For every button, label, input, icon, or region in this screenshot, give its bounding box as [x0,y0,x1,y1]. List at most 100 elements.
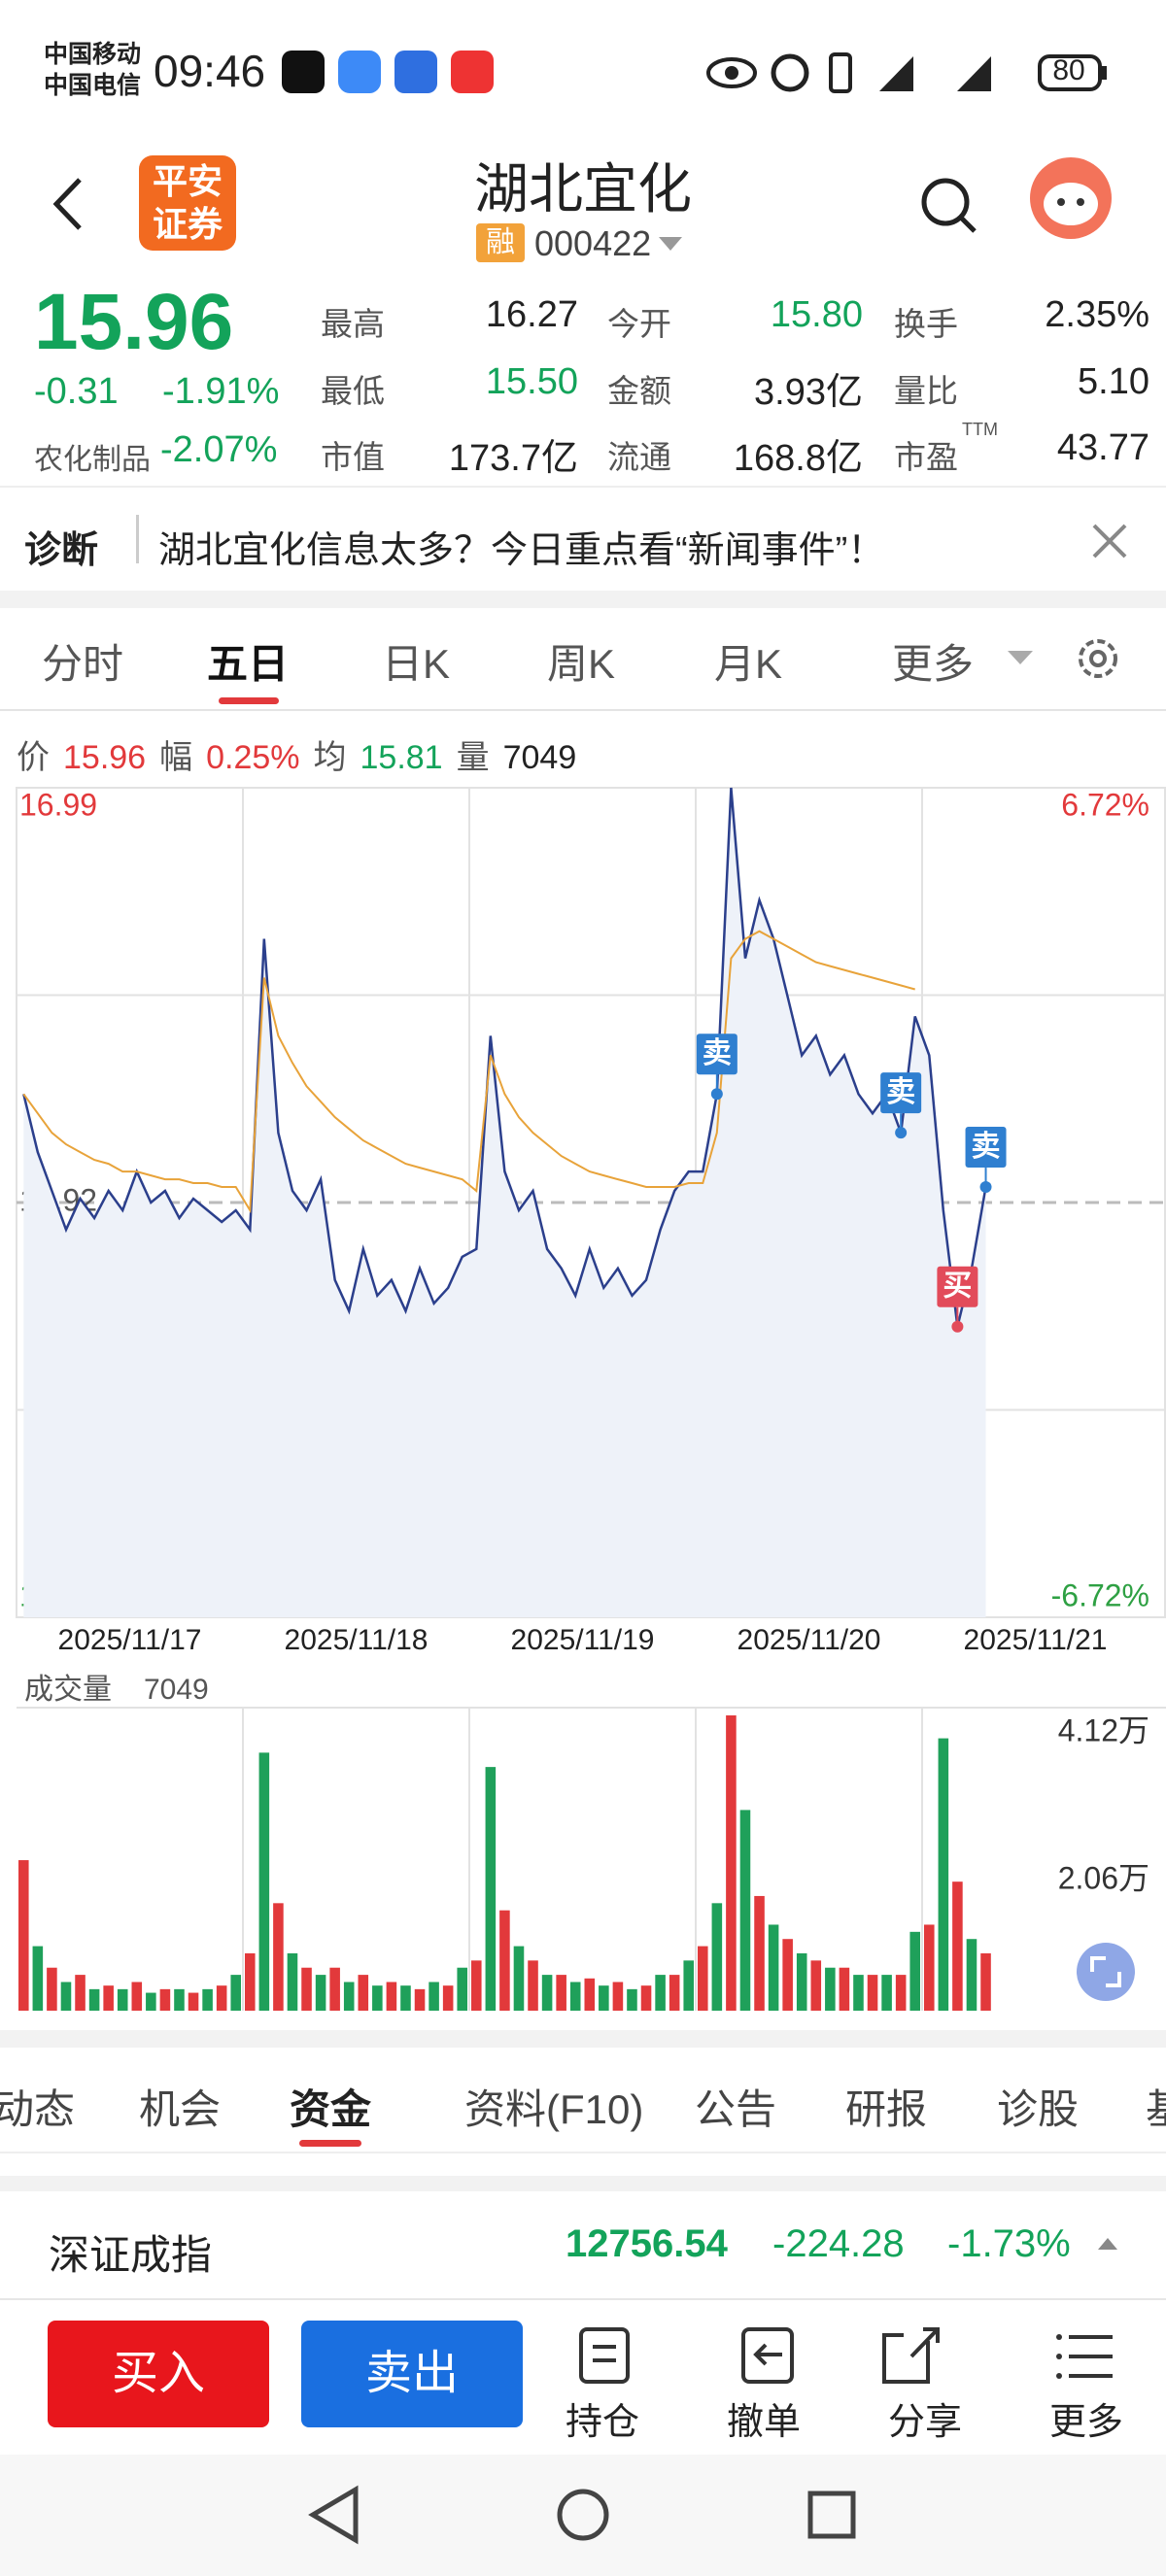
index-value: 12756.54 [566,2222,728,2265]
section-tab[interactable]: 公告 [694,2086,776,2132]
chart-tab[interactable]: 分时 [41,641,123,687]
battery-level: 80 [1052,54,1085,86]
info-key: 价 [17,739,50,776]
price-change: -0.31 [34,371,119,412]
volume-bar [938,1738,949,2011]
navigation-buttons[interactable] [0,2455,1166,2576]
action-item[interactable]: 分享 [887,2402,962,2443]
action-item[interactable]: 更多 [1048,2402,1123,2443]
index-change-pct: -1.73% [947,2222,1071,2265]
section-tab[interactable]: 资金 [289,2086,371,2132]
price-line [22,787,987,1327]
diagnosis-text[interactable]: 湖北宜化信息太多？今日重点看“新闻事件”！ [158,530,885,571]
volume-bar [980,1952,991,2011]
volume-bar [796,1952,807,2011]
index-toggle[interactable] [1096,2234,1119,2254]
notification-icons [282,51,494,93]
x-tick-label: 2025/11/21 [964,1624,1108,1656]
code-dropdown[interactable] [657,235,684,254]
field-value: 15.80 [770,294,863,335]
section-tab[interactable]: 基 [1145,2086,1166,2132]
field-value: 173.7亿 [448,438,578,479]
x-tick-label: 2025/11/17 [58,1624,202,1656]
field-value: 16.27 [485,294,578,335]
assistant-avatar[interactable] [1028,155,1114,241]
chart-tab[interactable]: 五日 [206,641,289,687]
buy-button[interactable]: 买入 [48,2321,269,2427]
divider [0,2030,1166,2048]
sell-button[interactable]: 卖出 [301,2321,523,2427]
back-button[interactable] [49,175,87,233]
volume-bar [400,1985,411,2011]
volume-bar [372,1985,383,2011]
action-item[interactable]: 持仓 [565,2402,639,2443]
section-tab[interactable]: 机会 [138,2086,221,2132]
volume-bar [669,1975,680,2011]
sector-name: 农化制品 [34,444,151,476]
expand-button[interactable] [1077,1943,1135,2001]
chart-tab[interactable]: 日K [381,641,450,687]
diagnosis-tag: 诊断 [24,530,99,571]
volume-bar [343,1982,355,2011]
trade-label: 卖 [703,1037,732,1069]
index-name[interactable]: 深证成指 [49,2232,213,2278]
volume-bar [825,1967,836,2011]
field-superscript: TTM [962,420,998,439]
volume-bar [202,1988,213,2011]
volume-bar [230,1975,241,2011]
volume-bar [457,1967,467,2011]
info-value: 7049 [502,739,577,776]
chart-tab[interactable]: 更多 [891,641,974,687]
volume-bar [584,1978,596,2011]
x-tick-label: 2025/11/18 [285,1624,429,1656]
info-value: 15.96 [63,739,147,776]
more-dropdown[interactable] [1006,649,1035,668]
volume-bar [541,1975,553,2011]
section-tab[interactable]: 研报 [844,2086,927,2132]
margin-badge: 融 [476,223,525,262]
volume-bar [599,1985,609,2011]
volume-bar [683,1960,694,2011]
broker-logo[interactable]: 平安 证券 [139,155,236,251]
x-tick-label: 2025/11/19 [511,1624,655,1656]
trade-badge [937,1266,978,1307]
settings-button[interactable] [1071,631,1125,686]
close-button[interactable] [1090,522,1129,560]
volume-bar [131,1982,143,2011]
divider [0,709,1166,711]
y2-tick-label: -6.72% [1051,1577,1149,1612]
volume-bar [485,1767,497,2011]
navigation-bar [0,2455,1166,2576]
section-tab[interactable]: 资料(F10) [464,2086,644,2132]
volume-bar [612,1982,624,2011]
volume-bar [32,1946,44,2011]
trade-label: 买 [943,1271,972,1303]
divider [0,486,1166,488]
info-key: 幅 [159,739,193,776]
y-tick-label: 4.12万 [1058,1712,1149,1747]
active-tab-indicator [219,697,279,704]
chart-tab[interactable]: 周K [546,641,615,687]
volume-bar [867,1975,878,2011]
chart-tab[interactable]: 月K [713,641,782,687]
action-item[interactable]: 撤单 [726,2402,801,2443]
field-value: 2.35% [1045,294,1149,335]
volume-bar [698,1946,708,2011]
volume-bar [924,1924,935,2011]
volume-bar [301,1967,312,2011]
volume-bar [499,1910,510,2011]
section-tab[interactable]: 诊股 [996,2086,1079,2132]
trade-badge [965,1127,1007,1169]
search-button[interactable] [918,175,981,238]
volume-bar [839,1967,850,2011]
info-key: 量 [456,739,490,776]
volume-bar [60,1982,72,2011]
y-tick-label: 16.99 [19,787,97,822]
field-label: 最高 [321,306,385,342]
section-tab[interactable]: 动态 [0,2086,75,2132]
carrier: 中国移动 中国电信 [44,39,141,101]
logo-line: 平安 [152,161,223,201]
volume-bar [47,1967,57,2011]
field-label: 量比 [894,373,958,409]
